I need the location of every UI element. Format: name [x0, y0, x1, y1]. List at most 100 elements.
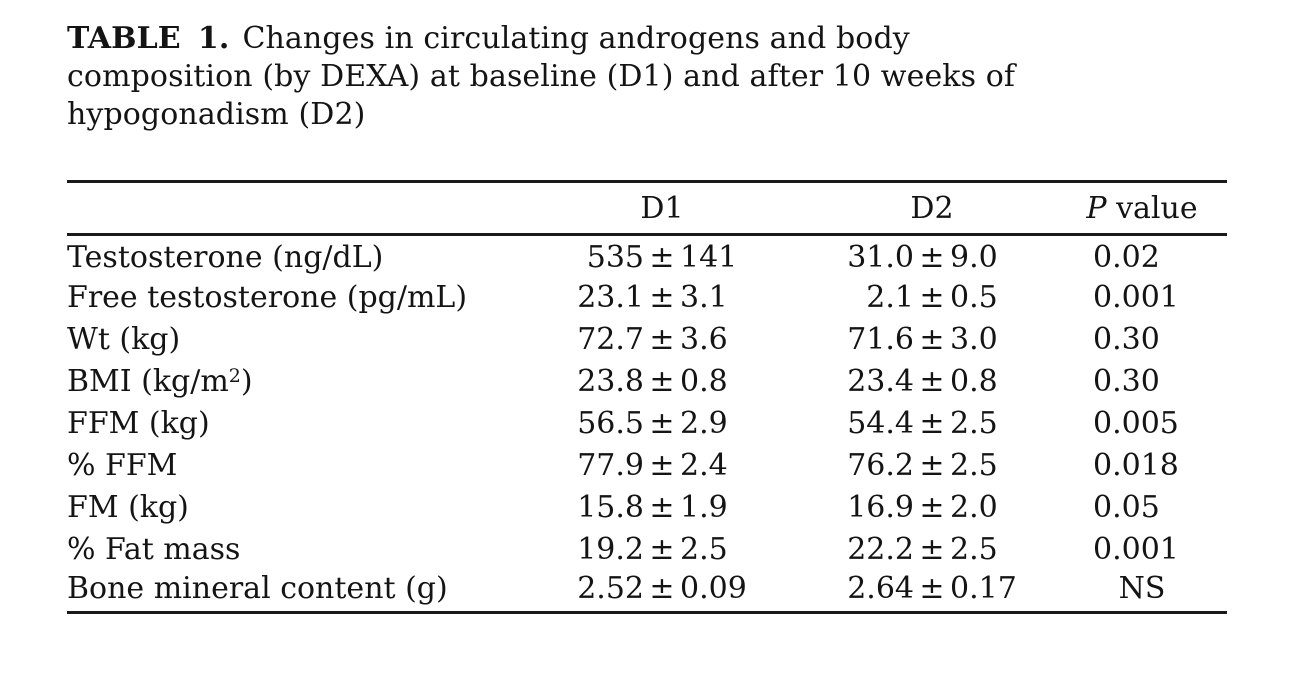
p-value-cell: 0.30 — [1057, 319, 1227, 361]
p-value-cell: NS — [1057, 571, 1227, 613]
d2-sd: 3.0 — [950, 322, 998, 357]
plus-minus: ± — [919, 490, 945, 525]
p-value-cell: 0.05 — [1057, 487, 1227, 529]
d1-cell: 77.9 ±2.4 — [517, 445, 807, 487]
d2-mean: 54.4 — [847, 406, 914, 441]
table-row: Bone mineral content (g) 2.52 ±0.09 2.64 ±… — [67, 571, 1227, 613]
p-value-cell: 0.001 — [1057, 529, 1227, 571]
p-value: 0.005 — [1093, 406, 1179, 441]
plus-minus: ± — [919, 280, 945, 315]
p-value: NS — [1118, 570, 1166, 606]
p-value: 0.018 — [1093, 448, 1179, 483]
p-value: 0.05 — [1093, 490, 1160, 525]
d1-cell: 535 ±141 — [517, 235, 807, 277]
d2-mean: 31.0 — [847, 240, 914, 276]
p-value: 0.02 — [1093, 240, 1160, 276]
caption-line-2: composition (by DEXA) at baseline (D1) a… — [67, 59, 1016, 94]
d2-cell: 2.1 ±0.5 — [807, 277, 1057, 319]
d2-sd: 2.5 — [950, 406, 998, 441]
plus-minus: ± — [649, 280, 675, 315]
header-d1: D1 — [517, 181, 807, 236]
d1-mean: 19.2 — [577, 532, 644, 567]
p-value: 0.001 — [1093, 532, 1179, 567]
plus-minus: ± — [649, 448, 675, 483]
d2-sd: 9.0 — [950, 240, 998, 276]
plus-minus: ± — [919, 448, 945, 483]
row-label: FM (kg) — [67, 490, 189, 525]
d2-cell: 16.9 ±2.0 — [807, 487, 1057, 529]
d2-cell: 71.6 ±3.0 — [807, 319, 1057, 361]
table-row: Wt (kg) 72.7 ±3.6 71.6 ±3.0 0.30 — [67, 319, 1227, 361]
d1-cell: 19.2 ±2.5 — [517, 529, 807, 571]
table-row: Free testosterone (pg/mL) 23.1 ±3.1 2.1 ±0… — [67, 277, 1227, 319]
table-row: Testosterone (ng/dL) 535 ±141 31.0 ±9.0 0.… — [67, 235, 1227, 277]
results-table: D1 D2 P value Testosterone (ng/dL) 535 ±1… — [67, 180, 1227, 614]
plus-minus: ± — [919, 532, 945, 567]
p-value-cell: 0.02 — [1057, 235, 1227, 277]
table-row: FFM (kg) 56.5 ±2.9 54.4 ±2.5 0.005 — [67, 403, 1227, 445]
p-value-cell: 0.30 — [1057, 361, 1227, 403]
row-label: % Fat mass — [67, 532, 241, 567]
d1-mean: 2.52 — [577, 570, 644, 606]
p-value: 0.30 — [1093, 364, 1160, 399]
p-rest: value — [1106, 190, 1198, 226]
d1-mean: 77.9 — [577, 448, 644, 483]
p-italic: P — [1086, 190, 1107, 226]
row-label: % FFM — [67, 448, 178, 483]
caption-line-3: hypogonadism (D2) — [67, 97, 366, 132]
p-value-cell: 0.001 — [1057, 277, 1227, 319]
d1-sd: 3.1 — [680, 280, 728, 315]
plus-minus: ± — [919, 570, 945, 606]
plus-minus: ± — [649, 322, 675, 357]
superscript-2: 2 — [228, 365, 241, 387]
d1-mean: 23.8 — [577, 364, 644, 399]
header-metric — [67, 181, 517, 236]
row-label: Bone mineral content (g) — [67, 570, 448, 606]
table-number-label: TABLE 1. — [67, 21, 230, 56]
plus-minus: ± — [649, 570, 675, 606]
d2-sd: 0.17 — [950, 570, 1017, 606]
d2-cell: 54.4 ±2.5 — [807, 403, 1057, 445]
d1-cell: 23.1 ±3.1 — [517, 277, 807, 319]
table-row: BMI (kg/m2) 23.8 ±0.8 23.4 ±0.8 0.30 — [67, 361, 1227, 403]
d1-sd: 3.6 — [680, 322, 728, 357]
d1-sd: 1.9 — [680, 490, 728, 525]
row-label: Testosterone (ng/dL) — [67, 240, 384, 276]
table-row: % FFM 77.9 ±2.4 76.2 ±2.5 0.018 — [67, 445, 1227, 487]
d2-cell: 31.0 ±9.0 — [807, 235, 1057, 277]
p-value: 0.001 — [1093, 280, 1179, 315]
header-d2: D2 — [807, 181, 1057, 236]
plus-minus: ± — [919, 322, 945, 357]
d1-cell: 2.52 ±0.09 — [517, 571, 807, 613]
table-row: FM (kg) 15.8 ±1.9 16.9 ±2.0 0.05 — [67, 487, 1227, 529]
p-value-cell: 0.018 — [1057, 445, 1227, 487]
d2-mean: 71.6 — [847, 322, 914, 357]
d2-cell: 76.2 ±2.5 — [807, 445, 1057, 487]
row-label: BMI (kg/m2) — [67, 361, 517, 403]
d2-mean: 2.1 — [866, 280, 914, 315]
d1-sd: 0.09 — [680, 570, 747, 606]
row-label-pre: BMI (kg/m — [67, 364, 229, 399]
d1-cell: 15.8 ±1.9 — [517, 487, 807, 529]
header-p-value: P value — [1057, 181, 1227, 236]
d1-mean: 23.1 — [577, 280, 644, 315]
d2-mean: 23.4 — [847, 364, 914, 399]
plus-minus: ± — [649, 240, 675, 276]
d1-mean: 535 — [586, 240, 644, 276]
d2-sd: 0.8 — [950, 364, 998, 399]
d1-sd: 2.5 — [680, 532, 728, 567]
d2-mean: 16.9 — [847, 490, 914, 525]
d2-sd: 0.5 — [950, 280, 998, 315]
header-row: D1 D2 P value — [67, 181, 1227, 236]
d1-sd: 0.8 — [680, 364, 728, 399]
table-caption: TABLE 1. Changes in circulating androgens… — [67, 20, 1227, 134]
plus-minus: ± — [649, 406, 675, 441]
plus-minus: ± — [919, 240, 945, 276]
caption-line-1: Changes in circulating androgens and bod… — [242, 21, 910, 56]
d1-sd: 2.4 — [680, 448, 728, 483]
row-label-post: ) — [240, 364, 253, 399]
d1-sd: 2.9 — [680, 406, 728, 441]
p-value: 0.30 — [1093, 322, 1160, 357]
d1-mean: 56.5 — [577, 406, 644, 441]
d2-cell: 23.4 ±0.8 — [807, 361, 1057, 403]
